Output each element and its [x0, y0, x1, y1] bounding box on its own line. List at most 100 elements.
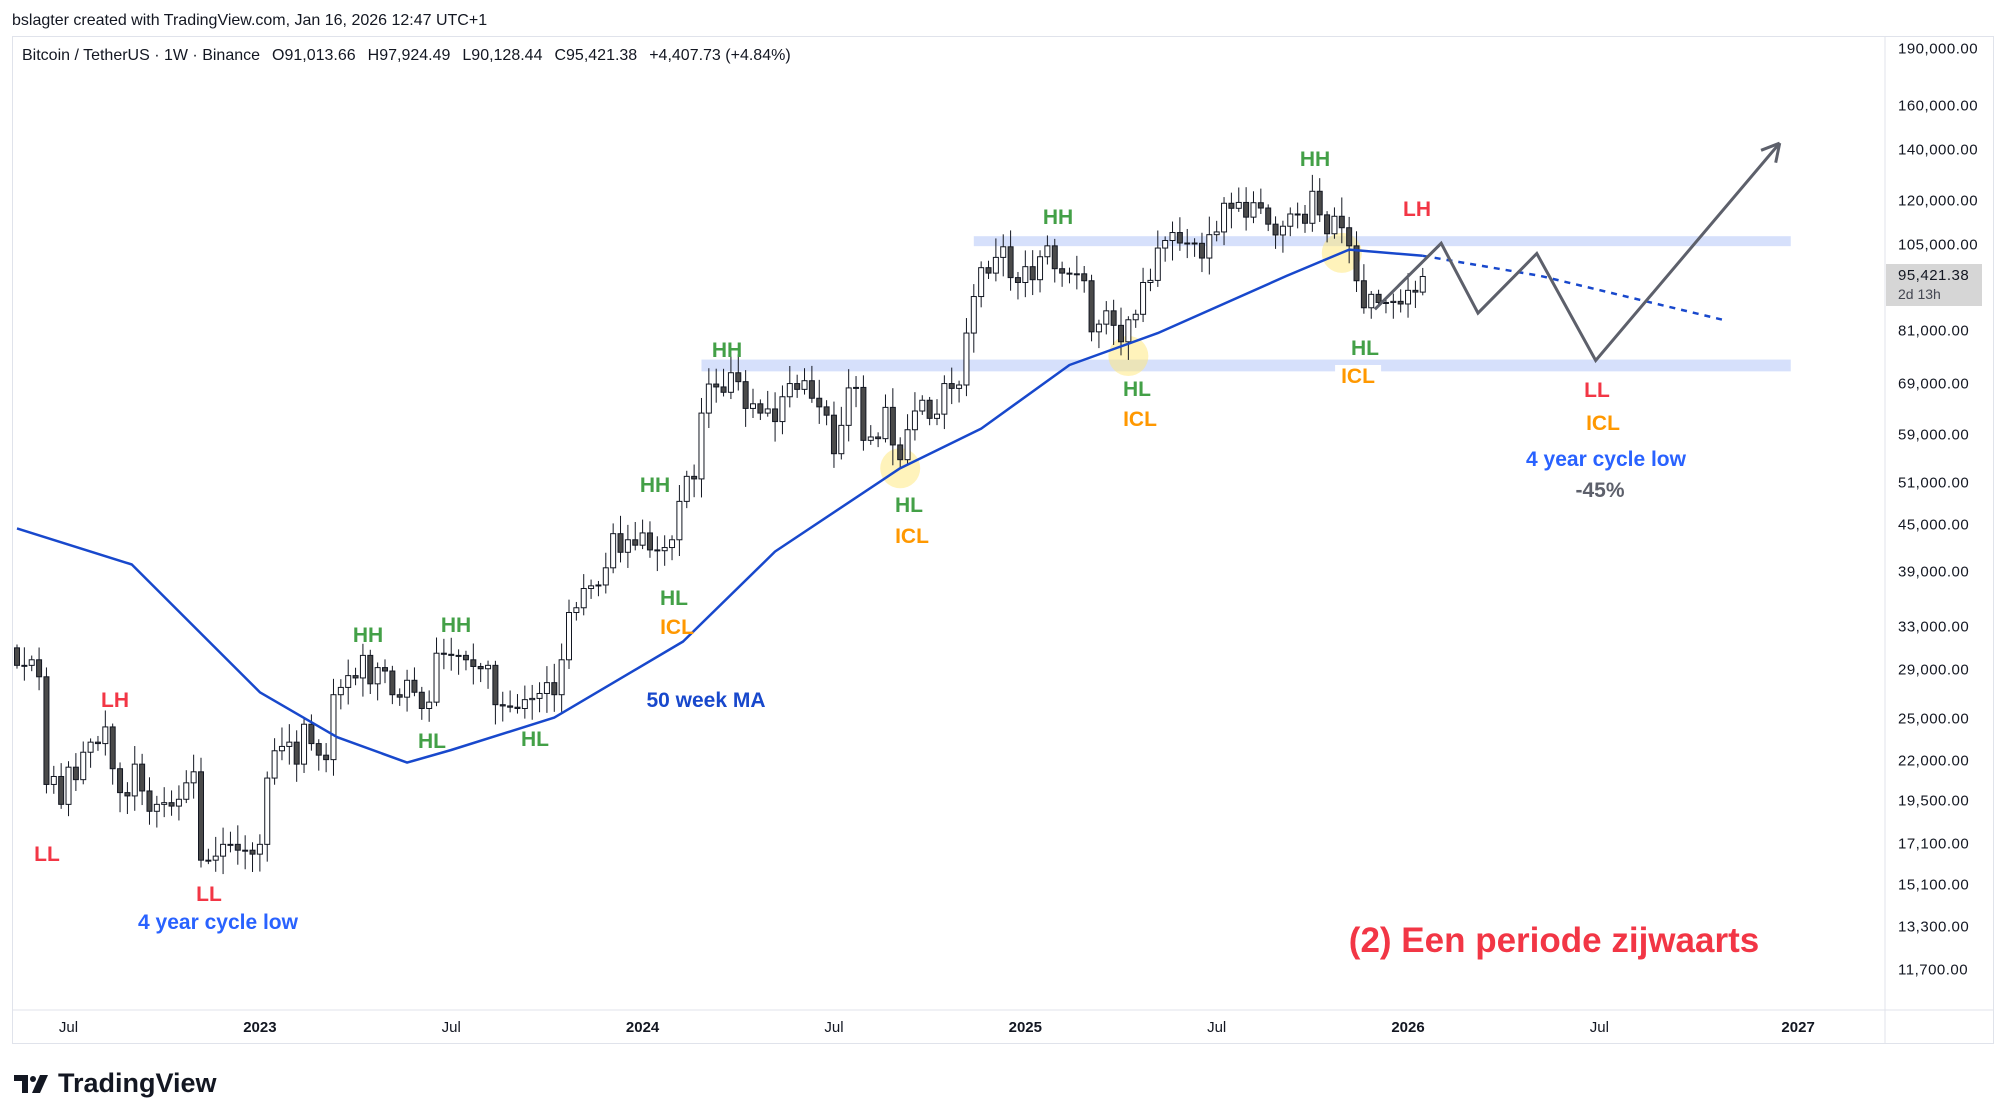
label-icl: ICL [1335, 365, 1381, 389]
candle-body [691, 475, 698, 480]
candle-body [875, 436, 882, 440]
candle-body [1110, 310, 1117, 326]
candle-body [1353, 245, 1360, 282]
candle-body [529, 697, 536, 701]
chart-frame [12, 36, 1994, 1044]
label-ll: LL [196, 883, 222, 906]
label-cycle-low: 4 year cycle low [1526, 448, 1686, 471]
ohlc-open: O91,013.66 [272, 47, 356, 64]
candle-body [1346, 227, 1353, 247]
candle-body [1000, 246, 1007, 258]
candle-body [477, 665, 484, 670]
candle-body [1147, 279, 1154, 283]
candle-body [948, 383, 955, 389]
candle-body [286, 741, 293, 747]
candle-body [1265, 207, 1272, 225]
candle-body [1405, 289, 1412, 305]
candle-body [1037, 256, 1044, 281]
candle-body [1169, 232, 1176, 242]
price-tick-label: 15,100.00 [1898, 876, 1970, 894]
candle-body [1243, 201, 1250, 218]
tradingview-logo[interactable]: TradingView [14, 1068, 217, 1099]
price-tick-label: 22,000.00 [1898, 752, 1970, 770]
candle-body [830, 414, 837, 455]
candle-body [536, 692, 543, 699]
candle-body [1184, 242, 1191, 245]
candle-body [448, 653, 455, 656]
candle-body [1235, 201, 1242, 209]
candle-body [205, 859, 212, 862]
candle-body [1044, 245, 1051, 258]
candle-body [418, 691, 425, 709]
candle-body [1095, 323, 1102, 333]
candle-body [249, 849, 256, 855]
support-resistance-zone [701, 359, 1791, 372]
candle-body [87, 741, 94, 753]
candle-body [499, 704, 506, 707]
symbol-name: Bitcoin / TetherUS · 1W · Binance [22, 47, 261, 64]
candle-body [293, 741, 300, 765]
time-tick-label: Jul [824, 1019, 844, 1036]
candle-body [1154, 247, 1161, 281]
candle-body [345, 675, 352, 688]
arrow-head [1760, 141, 1781, 152]
candle-body [735, 372, 742, 383]
candle-body [867, 436, 874, 441]
candle-body [720, 386, 727, 393]
price-tick-label: 11,700.00 [1898, 961, 1969, 979]
candle-body [1014, 277, 1021, 283]
candle-body [411, 679, 418, 693]
candle-body [860, 386, 867, 441]
candle-body [1007, 246, 1014, 279]
candle-body [1213, 231, 1220, 236]
candle-body [1294, 213, 1301, 216]
candle-body [1412, 289, 1419, 293]
candle-body [153, 803, 160, 812]
support-resistance-zone [973, 236, 1791, 247]
candle-body [1324, 214, 1331, 235]
candle-body [374, 667, 381, 685]
candle-body [367, 654, 374, 685]
candle-body [1132, 313, 1139, 321]
candle-body [985, 267, 992, 274]
candle-body [242, 849, 249, 852]
last-price-label: 95,421.38 2d 13h [1886, 264, 1982, 306]
candle-body [514, 706, 521, 709]
price-tick-label: 45,000.00 [1898, 516, 1970, 534]
candle-body [1419, 275, 1426, 293]
candle-body [382, 667, 388, 672]
candle-body [757, 403, 764, 414]
candle-body [323, 754, 330, 761]
candle-body [1331, 215, 1338, 235]
candle-body [617, 533, 624, 553]
candle-body [109, 726, 116, 770]
candle-body [1191, 242, 1198, 245]
candle-body [602, 567, 609, 586]
time-tick-label: 2027 [1781, 1019, 1815, 1036]
candle-body [256, 843, 263, 855]
candle-body [970, 296, 977, 334]
candle-body [1221, 202, 1228, 233]
candle-body [573, 607, 580, 614]
candle-body [1176, 232, 1183, 244]
symbol-legend[interactable]: Bitcoin / TetherUS · 1W · Binance O91,013… [22, 47, 803, 65]
candle-body [1118, 324, 1124, 343]
candle-body [610, 533, 617, 569]
candle-body [1360, 280, 1367, 309]
candle-body [941, 383, 948, 415]
price-tick-label: 59,000.00 [1898, 426, 1970, 444]
candle-body [1250, 202, 1257, 218]
label-hh: HH [711, 339, 743, 362]
candle-body [124, 792, 131, 797]
candle-body [978, 267, 985, 298]
candle-body [1368, 293, 1375, 309]
candle-body [433, 652, 440, 703]
time-tick-label: 2026 [1391, 1019, 1425, 1036]
candle-body [1316, 190, 1323, 216]
candle-body [1206, 234, 1213, 259]
candle-body [278, 745, 285, 752]
candle-body [1066, 272, 1073, 275]
ohlc-high: H97,924.49 [367, 47, 451, 64]
time-tick-label: Jul [58, 1019, 79, 1036]
